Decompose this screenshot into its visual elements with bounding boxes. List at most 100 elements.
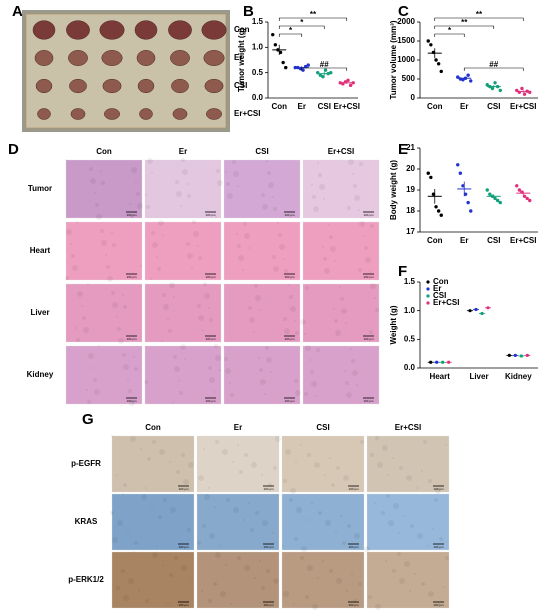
texture	[236, 233, 238, 235]
ihc-image	[281, 493, 365, 551]
texture	[180, 205, 182, 207]
photo-paper	[25, 13, 227, 129]
texture	[359, 221, 365, 227]
y-tick-label: 0.5	[404, 334, 416, 343]
significance-bracket	[278, 17, 348, 21]
texture	[116, 586, 120, 590]
y-tick-label: 2000	[397, 17, 415, 26]
data-point	[456, 163, 460, 167]
data-point	[463, 192, 468, 196]
texture	[208, 599, 212, 603]
x-tick-label: Liver	[469, 372, 488, 381]
texture	[282, 545, 284, 547]
data-point	[490, 86, 495, 91]
y-tick-label: 1500	[397, 36, 415, 45]
texture	[151, 506, 153, 508]
scale-bar-label: 100 µm	[433, 487, 444, 491]
texture	[72, 265, 78, 271]
texture	[370, 224, 374, 228]
texture	[158, 220, 164, 226]
texture	[310, 370, 314, 374]
texture	[66, 229, 72, 235]
texture	[351, 573, 353, 575]
texture	[398, 532, 400, 534]
texture	[156, 545, 158, 547]
tumor	[201, 20, 227, 40]
texture	[344, 370, 346, 372]
data-point	[493, 81, 497, 85]
histology-image	[302, 159, 380, 219]
texture	[83, 327, 89, 333]
panel-letter: F	[398, 263, 407, 280]
ihc-image	[111, 435, 195, 493]
row-label: CSI	[234, 81, 247, 90]
texture	[169, 461, 171, 463]
texture	[273, 578, 279, 584]
texture	[272, 255, 276, 259]
texture	[311, 381, 317, 387]
texture	[232, 160, 236, 164]
y-tick-label: 19	[406, 185, 415, 194]
texture	[231, 207, 233, 209]
y-tick-label: 1000	[397, 55, 415, 64]
texture	[133, 356, 135, 358]
x-tick-label: Con	[427, 236, 443, 245]
texture	[388, 520, 394, 526]
texture	[414, 573, 416, 575]
texture	[288, 284, 290, 286]
texture	[342, 541, 346, 545]
texture	[304, 392, 308, 396]
texture	[197, 304, 201, 308]
data-point	[495, 198, 500, 203]
texture	[157, 267, 161, 271]
column-header: CSI	[255, 147, 268, 156]
legend-label: Er	[433, 284, 441, 293]
texture	[345, 381, 349, 385]
texture	[122, 294, 124, 296]
data-point	[429, 175, 433, 180]
texture	[272, 196, 274, 198]
significance-label: *	[448, 26, 452, 35]
texture	[294, 537, 298, 541]
texture	[283, 317, 287, 321]
texture	[152, 242, 158, 248]
texture	[101, 181, 105, 185]
texture	[146, 205, 150, 209]
texture	[265, 346, 269, 350]
texture	[65, 159, 67, 161]
y-axis-label: Tumor weight (g)	[237, 28, 246, 93]
texture	[232, 461, 234, 463]
texture	[117, 327, 121, 331]
tumor	[35, 78, 53, 94]
texture	[140, 448, 142, 450]
texture	[87, 283, 89, 285]
texture	[370, 453, 374, 457]
texture	[112, 302, 118, 308]
texture	[214, 344, 218, 348]
texture	[290, 488, 296, 494]
texture	[94, 389, 100, 395]
texture	[315, 395, 317, 397]
texture	[130, 436, 136, 442]
texture	[216, 169, 220, 173]
ihc-image	[281, 551, 365, 609]
significance-bracket	[434, 25, 495, 29]
texture	[343, 475, 349, 481]
texture	[267, 171, 271, 175]
texture	[230, 603, 232, 605]
scale-bar-label: 100 µm	[363, 213, 374, 217]
row-label: p-EGFR	[71, 459, 101, 468]
ihc-image	[366, 551, 450, 609]
tumor	[99, 20, 125, 40]
texture	[122, 353, 126, 357]
data-point	[520, 86, 524, 91]
texture	[285, 449, 291, 455]
scale-bar-label: 100 µm	[433, 545, 444, 549]
texture	[363, 235, 365, 237]
texture	[204, 293, 210, 299]
texture	[329, 569, 333, 573]
texture	[318, 511, 322, 515]
texture	[318, 173, 322, 177]
row-label: Er	[234, 53, 242, 62]
texture	[141, 494, 147, 500]
